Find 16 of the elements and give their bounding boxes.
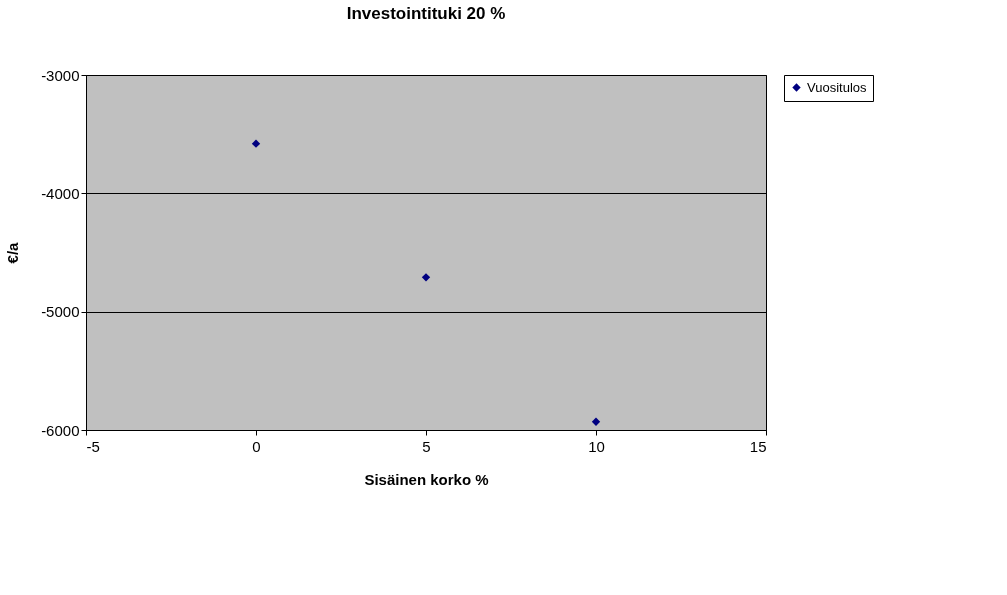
legend-label: Vuositulos (807, 79, 867, 95)
point (421, 273, 431, 282)
point (251, 139, 261, 148)
chart-title: Investointituki 20 % (346, 4, 506, 23)
x-tick-label: 5 (422, 437, 431, 455)
point (591, 417, 601, 426)
x-axis-title: Sisäinen korko % (364, 470, 489, 488)
x-tick-label: -5 (86, 437, 100, 455)
y-axis-title: €/a (4, 241, 22, 264)
x-tick-label: 0 (252, 437, 261, 455)
y-tick-label: -6000 (41, 421, 80, 439)
y-tick-label: -4000 (41, 184, 80, 202)
y-tick-label: -5000 (41, 303, 80, 321)
x-tick-label: 15 (749, 437, 767, 455)
y-tick-label: -3000 (41, 66, 80, 84)
x-tick-label: 10 (588, 437, 605, 455)
